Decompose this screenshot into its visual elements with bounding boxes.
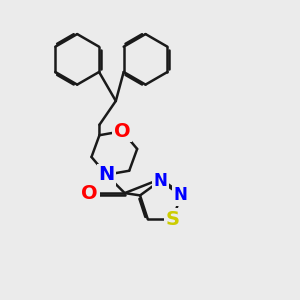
- Text: N: N: [154, 172, 167, 190]
- Text: N: N: [174, 186, 188, 204]
- Text: S: S: [166, 210, 180, 229]
- Text: N: N: [98, 165, 115, 184]
- Text: O: O: [81, 184, 98, 202]
- Text: O: O: [114, 122, 130, 141]
